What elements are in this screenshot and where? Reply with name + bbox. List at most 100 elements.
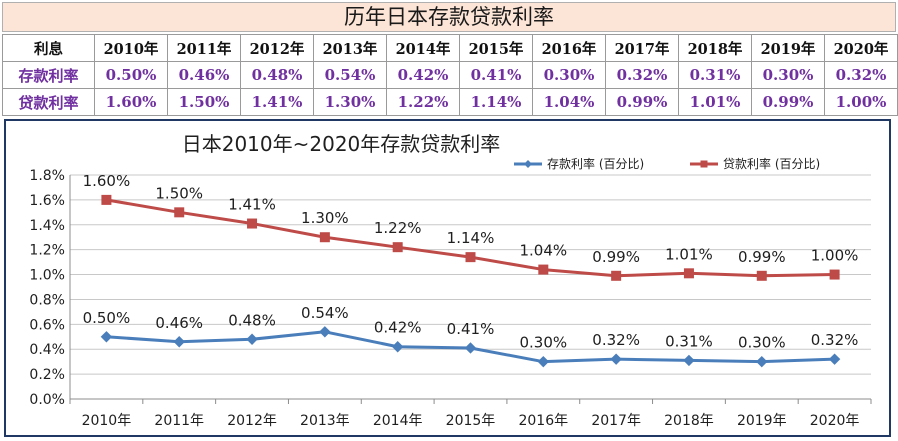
table-cell: 1.41% <box>240 88 314 116</box>
table-cell: 0.32% <box>605 61 679 89</box>
data-point <box>611 270 622 281</box>
table-cell: 0.31% <box>678 61 752 89</box>
data-point <box>101 194 112 205</box>
data-point <box>538 264 549 275</box>
chart-container: 日本2010年~2020年存款贷款利率 0.0% 0.2% 0.4% 0.6% 0.8%… <box>4 119 891 437</box>
data-label: 0.99% <box>738 248 786 266</box>
table-cell: 1.01% <box>678 88 752 116</box>
table-cell: 1.60% <box>94 88 168 116</box>
data-point <box>828 353 841 365</box>
series-deposit: 0.50% 0.46% 0.48% 0.54% 0.42% 0.41% 0.30% 0.32%… <box>83 304 859 368</box>
data-point <box>174 207 185 218</box>
year-header: 2010年 <box>94 34 168 62</box>
table-cell: 0.50% <box>94 61 168 89</box>
y-tick-label: 0.2% <box>29 367 65 383</box>
table-cell: 0.30% <box>751 61 825 89</box>
data-label: 1.00% <box>811 247 859 265</box>
data-point <box>756 270 767 281</box>
year-header: 2018年 <box>678 34 752 62</box>
data-label: 1.14% <box>447 229 495 247</box>
table-cell: 1.00% <box>824 88 898 116</box>
data-label: 1.22% <box>374 219 422 237</box>
x-tick-label: 2018年 <box>664 413 714 429</box>
legend: 存款利率 (百分比) 贷款利率 (百分比) <box>514 156 820 171</box>
table-cell: 1.50% <box>167 88 241 116</box>
table-cell: 0.54% <box>313 61 387 89</box>
x-tick-label: 2013年 <box>300 413 350 429</box>
data-point <box>683 268 694 279</box>
y-tick-label: 0.0% <box>29 392 65 408</box>
data-label: 0.32% <box>592 331 640 349</box>
data-label: 0.54% <box>301 304 349 322</box>
data-label: 0.30% <box>519 334 567 352</box>
x-tick-label: 2015年 <box>446 413 496 429</box>
table-cell: 0.41% <box>459 61 533 89</box>
data-label: 0.32% <box>811 331 859 349</box>
row-label-loan: 贷款利率 <box>2 88 95 116</box>
data-point <box>829 269 840 280</box>
data-label: 0.31% <box>665 332 713 350</box>
data-label: 1.04% <box>519 242 567 260</box>
y-tick-label: 0.8% <box>29 292 65 308</box>
y-tick-label: 1.8% <box>29 168 65 184</box>
data-label: 0.48% <box>228 311 276 329</box>
table-row-deposit: 存款利率 0.50% 0.46% 0.48% 0.54% 0.42% 0.41%… <box>2 61 898 89</box>
grid-lines <box>70 174 871 400</box>
legend-marker <box>700 160 708 168</box>
data-point <box>100 331 113 343</box>
row-label-deposit: 存款利率 <box>2 61 95 89</box>
year-header: 2013年 <box>313 34 387 62</box>
table-header-label: 利息 <box>2 34 95 62</box>
table-header-row: 利息 2010年 2011年 2012年 2013年 2014年 2015年 2… <box>2 34 898 62</box>
y-tick-label: 0.4% <box>29 342 65 358</box>
line-chart: 日本2010年~2020年存款贷款利率 0.0% 0.2% 0.4% 0.6% 0.8%… <box>29 132 872 429</box>
x-tick-label: 2016年 <box>518 413 568 429</box>
data-label: 1.41% <box>228 196 276 214</box>
year-header: 2014年 <box>386 34 460 62</box>
legend-marker <box>524 160 532 168</box>
data-label: 0.46% <box>155 314 203 332</box>
data-point <box>173 336 185 348</box>
data-label: 0.30% <box>738 334 786 352</box>
table-cell: 0.46% <box>167 61 241 89</box>
table-cell: 1.22% <box>386 88 460 116</box>
data-label: 0.50% <box>83 309 131 327</box>
x-tick-label: 2020年 <box>810 413 860 429</box>
chart-title: 日本2010年~2020年存款贷款利率 <box>182 132 501 156</box>
table-cell: 0.32% <box>824 61 898 89</box>
data-point <box>247 218 258 229</box>
table-cell: 1.04% <box>532 88 606 116</box>
series-group: 0.50% 0.46% 0.48% 0.54% 0.42% 0.41% 0.30% 0.32%… <box>83 172 859 368</box>
x-tick-label: 2017年 <box>591 413 641 429</box>
data-point <box>683 354 695 367</box>
table-cell: 0.30% <box>532 61 606 89</box>
table-cell: 0.48% <box>240 61 314 89</box>
year-header: 2017年 <box>605 34 679 62</box>
year-header: 2016年 <box>532 34 606 62</box>
y-tick-label: 1.2% <box>29 243 65 259</box>
y-tick-label: 1.0% <box>29 268 65 284</box>
data-point <box>246 333 258 345</box>
data-point <box>756 355 768 368</box>
data-label: 1.30% <box>301 209 349 227</box>
data-label: 0.99% <box>592 248 640 266</box>
table-cell: 1.30% <box>313 88 387 116</box>
page-title: 历年日本存款贷款利率 <box>2 2 896 32</box>
x-axis: 2010年 2011年 2012年 2013年 2014年 2015年 2016年 2017年… <box>69 398 872 429</box>
table-cell: 0.99% <box>751 88 825 116</box>
data-point <box>319 232 330 243</box>
y-tick-label: 1.6% <box>29 193 65 209</box>
year-header: 2011年 <box>167 34 241 62</box>
rates-table: 利息 2010年 2011年 2012年 2013年 2014年 2015年 2… <box>2 34 898 116</box>
x-tick-label: 2014年 <box>373 413 423 429</box>
data-point <box>464 342 477 354</box>
legend-label: 存款利率 (百分比) <box>547 156 644 171</box>
year-header: 2015年 <box>459 34 533 62</box>
data-point <box>391 341 404 353</box>
data-label: 1.60% <box>83 172 131 190</box>
data-point <box>465 252 476 263</box>
y-tick-label: 1.4% <box>29 218 65 234</box>
table-cell: 1.14% <box>459 88 533 116</box>
table-cell: 0.42% <box>386 61 460 89</box>
data-label: 1.50% <box>155 184 203 202</box>
